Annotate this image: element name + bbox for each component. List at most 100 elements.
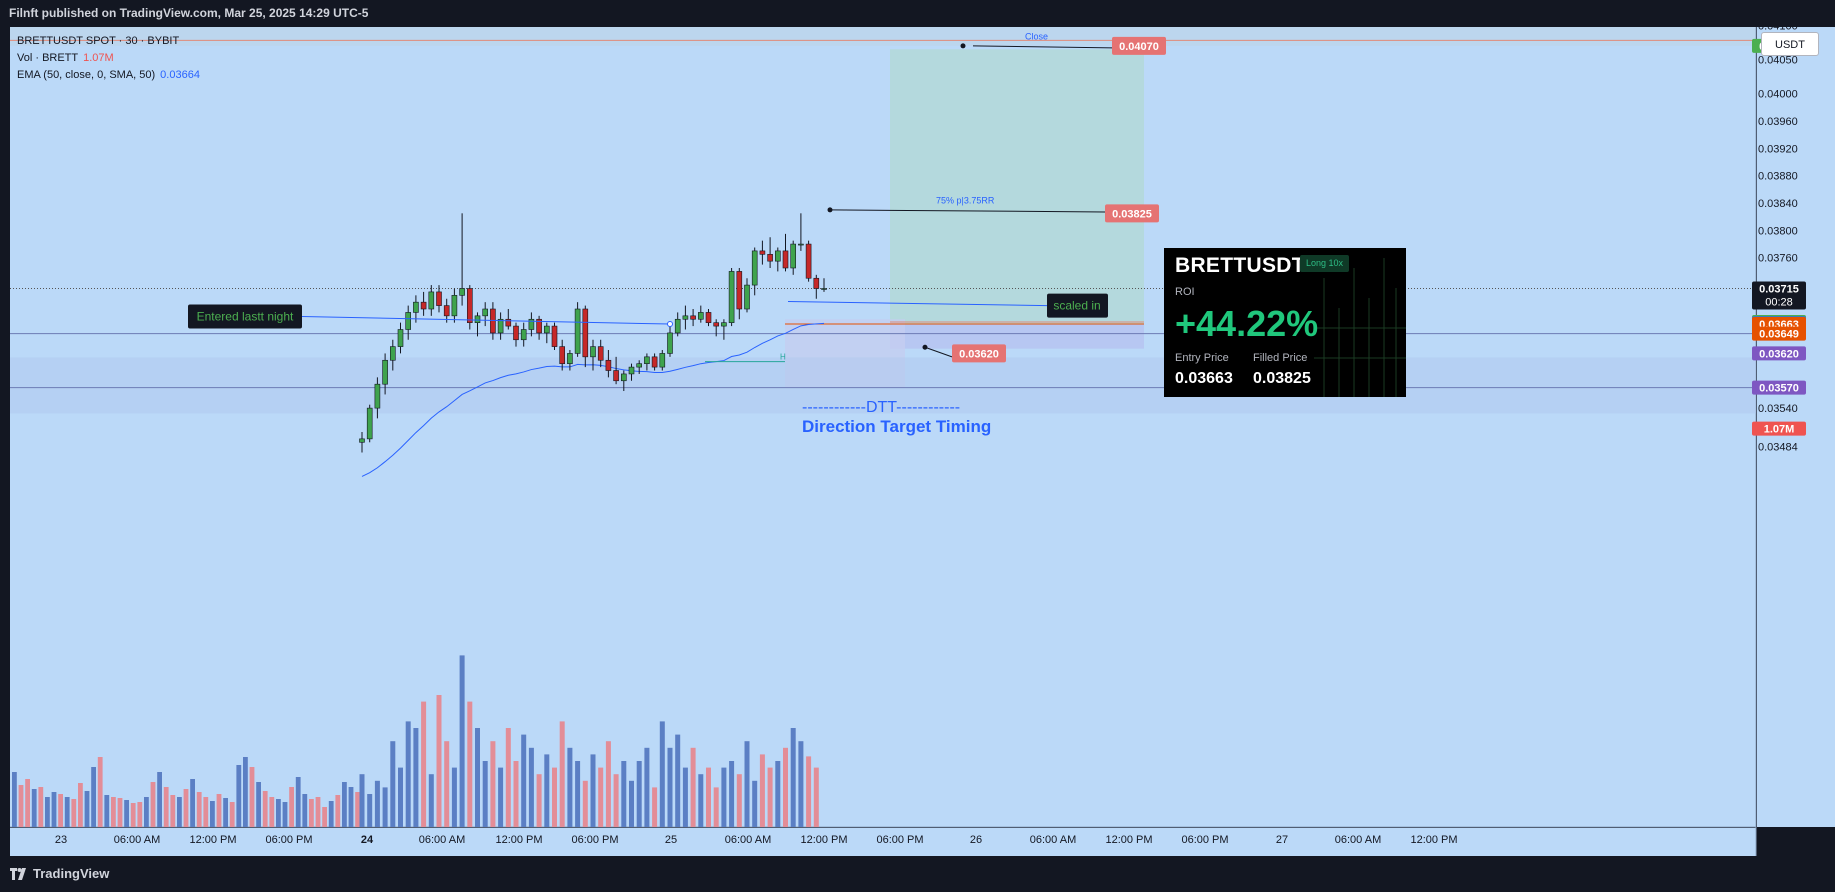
- candle-body: [613, 370, 619, 382]
- y-tick-label: 0.04000: [1758, 89, 1798, 101]
- volume-bar: [413, 728, 419, 827]
- candle-body: [382, 359, 388, 385]
- close-price-tag-box: [1112, 36, 1166, 55]
- candle-body: [628, 366, 635, 375]
- candle-body: [366, 407, 373, 440]
- x-tick-label: 06:00 PM: [571, 834, 618, 846]
- candle-body: [782, 250, 789, 269]
- axis-price-tag-text: 0.03715: [1759, 283, 1799, 295]
- volume-bar: [117, 798, 123, 827]
- volume-bar: [276, 799, 281, 827]
- volume-bar: [170, 795, 176, 827]
- volume-bar: [38, 787, 44, 827]
- x-tick-label: 06:00 AM: [1030, 834, 1076, 846]
- filled-price-value: 0.03825: [1253, 370, 1311, 387]
- candle-body: [713, 322, 720, 327]
- entry-price-label: Entry Price: [1175, 352, 1229, 364]
- volume-bar: [328, 801, 334, 827]
- volume-bar: [444, 741, 450, 827]
- axis-price-tag: [1752, 346, 1806, 361]
- volume-bar: [355, 792, 360, 827]
- volume-bar: [18, 785, 24, 827]
- candle-body: [582, 308, 589, 358]
- volume-bar: [289, 787, 294, 827]
- candle-body: [505, 318, 512, 327]
- tp-annotation: 75% p|3.75RR: [936, 196, 995, 206]
- volume-bar: [177, 797, 182, 827]
- currency-selector[interactable]: USDT: [1761, 32, 1819, 56]
- volume-bar: [582, 780, 588, 827]
- volume-bar: [798, 741, 804, 827]
- x-tick-label: 12:00 PM: [1105, 834, 1152, 846]
- volume-bar: [513, 761, 519, 827]
- volume-bar: [282, 802, 288, 827]
- volume-bar: [629, 780, 634, 827]
- volume-bar: [544, 754, 550, 827]
- candle-body: [759, 250, 766, 255]
- volume-bar: [605, 741, 611, 827]
- volume-bar: [25, 779, 30, 827]
- x-tick-label: 12:00 PM: [495, 834, 542, 846]
- axis-price-tag: [1752, 281, 1806, 310]
- dtt-line-2: Direction Target Timing: [802, 417, 991, 436]
- volume-bar: [243, 757, 248, 827]
- volume-bar: [51, 792, 57, 827]
- volume-bar: [31, 789, 37, 827]
- volume-bar: [91, 767, 96, 827]
- y-tick-label: 0.04050: [1758, 55, 1798, 67]
- axis-price-tag-text: 0.03570: [1759, 383, 1799, 395]
- candle-body: [420, 301, 427, 310]
- volume-bar: [216, 794, 222, 827]
- candle-body: [690, 315, 696, 320]
- candle-body: [590, 346, 596, 358]
- volume-bar: [71, 799, 77, 827]
- candle-body: [705, 312, 712, 323]
- volume-bar: [190, 779, 195, 827]
- axis-price-tag-text: 1.07M: [1764, 424, 1795, 436]
- volume-bar: [752, 780, 758, 827]
- legend-ema-label: EMA (50, close, 0, SMA, 50): [17, 69, 156, 81]
- volume-bar: [203, 797, 209, 827]
- legend-vol-label: Vol · BRETT: [17, 52, 79, 64]
- volume-bar: [613, 774, 619, 827]
- volume-bar: [698, 774, 704, 827]
- volume-bar: [490, 741, 496, 827]
- volume-bar: [636, 761, 642, 827]
- close-anchor-dot: [960, 43, 966, 49]
- volume-bar: [567, 747, 573, 827]
- volume-bar: [45, 797, 50, 827]
- y-tick-label: 0.03800: [1758, 225, 1798, 237]
- volume-bar: [223, 798, 228, 827]
- volume-bar: [348, 787, 354, 827]
- volume-bar: [97, 757, 103, 827]
- candle-body: [751, 250, 758, 286]
- candle-body: [490, 308, 496, 334]
- candle-body: [620, 373, 627, 382]
- volume-bar: [790, 728, 796, 827]
- candle-body: [528, 318, 535, 330]
- candle-body: [636, 363, 643, 368]
- volume-bar: [137, 802, 143, 827]
- candle-body: [397, 329, 404, 347]
- legend-volume: Vol · BRETT 1.07M: [17, 50, 200, 67]
- volume-bar: [552, 767, 557, 827]
- x-tick-label: 12:00 PM: [189, 834, 236, 846]
- tradingview-logo-icon: [10, 867, 26, 880]
- candle-body: [605, 359, 612, 371]
- volume-bar: [12, 772, 17, 827]
- candle-body: [451, 295, 458, 317]
- candle-body: [728, 271, 735, 323]
- volume-bar: [436, 695, 442, 827]
- x-tick-label: 25: [665, 834, 677, 846]
- sl-price-tag-box: [952, 344, 1006, 363]
- volume-bar: [682, 767, 688, 827]
- x-tick-label: 06:00 AM: [114, 834, 160, 846]
- x-tick-label: 06:00 AM: [725, 834, 771, 846]
- x-tick-label: 23: [55, 834, 67, 846]
- x-tick-label: 06:00 PM: [265, 834, 312, 846]
- volume-bar: [249, 767, 255, 827]
- tradingview-logo[interactable]: TradingView: [10, 866, 109, 881]
- y-tick-label: 0.03960: [1758, 116, 1798, 128]
- chart-area[interactable]: Close 75% p|3.75RR H ------------DTT-------…: [10, 27, 1835, 856]
- volume-bar: [783, 747, 788, 827]
